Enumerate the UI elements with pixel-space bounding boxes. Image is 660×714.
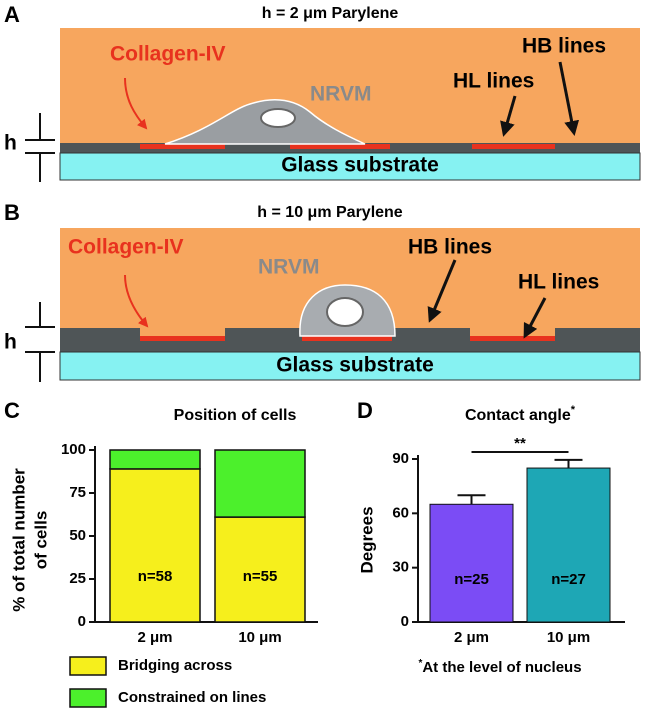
y-axis-label: of cells	[31, 511, 50, 570]
y-tick-label: 30	[392, 559, 409, 576]
bar	[526, 467, 611, 623]
collagen-label: Collagen-IV	[110, 43, 226, 66]
chart-title: Contact angle*	[465, 404, 576, 424]
x-tick-label: 2 μm	[137, 629, 172, 646]
y-tick-label: 50	[69, 527, 86, 544]
substrate-label: Glass substrate	[276, 354, 434, 377]
y-tick-label: 25	[69, 570, 86, 587]
panel-label: A	[4, 2, 20, 27]
panel-label: C	[4, 398, 20, 423]
panel-label: D	[357, 398, 373, 423]
panel-b: B h = 10 μm Parylene Collagen-IV NRVM HB…	[4, 200, 641, 382]
error-bar	[554, 458, 583, 469]
panel-title: h = 10 μm Parylene	[257, 204, 403, 221]
bar-annotation: n=58	[138, 568, 173, 585]
cell-label: NRVM	[310, 83, 371, 106]
legend-swatch	[69, 688, 107, 708]
h-label: h	[4, 132, 17, 155]
y-tick-label: 100	[61, 441, 86, 458]
bar-segment	[109, 449, 201, 470]
x-tick-label: 10 μm	[547, 629, 590, 646]
y-tick-label: 0	[78, 613, 86, 630]
hb-label: HB lines	[522, 35, 606, 58]
panel-a: A h = 2 μm Parylene Collagen-IV NRVM HB …	[4, 2, 641, 182]
bar-segment	[109, 468, 201, 623]
legend-label: Constrained on lines	[118, 689, 266, 706]
y-axis-label: % of total number	[9, 468, 28, 612]
y-tick-label: 90	[392, 450, 409, 467]
x-tick-label: 10 μm	[238, 629, 281, 646]
hl-label: HL lines	[453, 70, 534, 93]
h-label: h	[4, 331, 17, 354]
bar	[429, 503, 514, 623]
substrate-label: Glass substrate	[281, 154, 439, 177]
panel-label: B	[4, 200, 20, 225]
footnote-text: At the level of nucleus	[422, 659, 581, 676]
bar-annotation: n=25	[454, 571, 489, 588]
bar-segment	[214, 449, 306, 518]
cell-label: NRVM	[258, 256, 319, 279]
panel-title: h = 2 μm Parylene	[262, 5, 399, 22]
hl-label: HL lines	[518, 271, 599, 294]
y-tick-label: 75	[69, 484, 86, 501]
title-text: Contact angle	[465, 407, 571, 424]
chart-title: Position of cells	[174, 407, 297, 424]
x-tick-label: 2 μm	[454, 629, 489, 646]
footnote-mark: *	[418, 658, 422, 669]
bar-annotation: n=55	[243, 568, 278, 585]
y-tick-label: 60	[392, 504, 409, 521]
y-axis-label: Degrees	[357, 506, 376, 573]
bar-annotation: n=27	[551, 571, 586, 588]
y-tick-label: 0	[401, 613, 409, 630]
bar-segment	[214, 516, 306, 623]
significance-label: **	[514, 435, 526, 452]
error-bar	[457, 494, 486, 505]
legend-swatch	[69, 656, 107, 676]
title-mark: *	[571, 404, 576, 416]
footnote: *At the level of nucleus	[418, 658, 581, 676]
collagen-label: Collagen-IV	[68, 236, 184, 259]
charts: 0 25 50 75 100 C Position of cells % of total n…	[4, 398, 625, 708]
hb-label: HB lines	[408, 236, 492, 259]
legend-label: Bridging across	[118, 657, 232, 674]
